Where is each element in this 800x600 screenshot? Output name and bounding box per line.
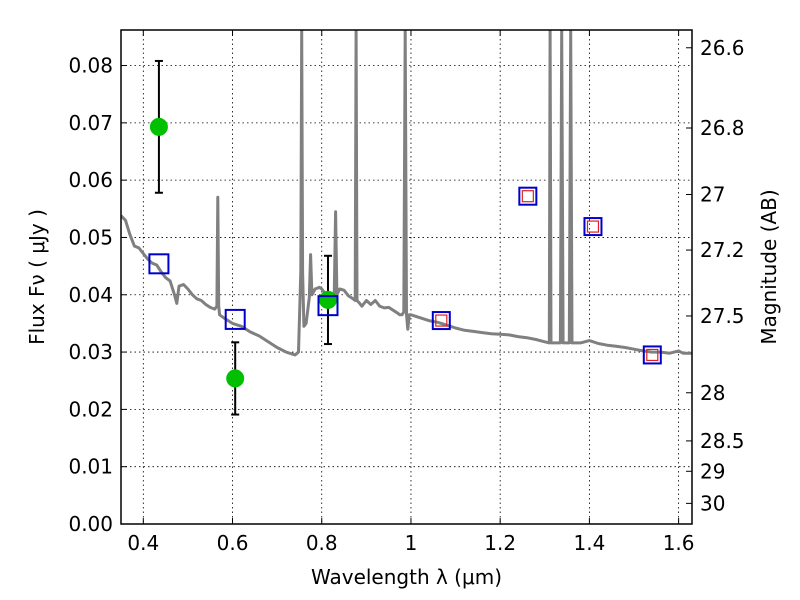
model-flux-marker-inner	[646, 348, 659, 362]
x-tick-label: 1.6	[663, 531, 695, 555]
model-flux-marker	[317, 295, 339, 317]
x-tick-label: 0.4	[127, 531, 159, 555]
model-flux-marker-outer	[518, 186, 538, 206]
y2-tick-label: 26.8	[700, 116, 745, 140]
model-flux-marker-outer	[642, 345, 662, 365]
observed-flux-point	[226, 369, 245, 388]
y2-tick-label: 26.6	[700, 36, 745, 60]
model-flux-marker-outer	[431, 311, 451, 331]
y-tick-label: 0.00	[68, 512, 113, 536]
x-tick-label: 0.8	[306, 531, 338, 555]
y-axis-label: Flux Fν ( μJy )	[25, 209, 49, 345]
y-tick-label: 0.04	[68, 283, 113, 307]
y2-tick-label: 27.5	[700, 304, 745, 328]
observed-flux-point	[149, 117, 168, 136]
y2-tick-label: 29	[700, 459, 725, 483]
y2-tick-label: 27	[700, 182, 725, 206]
plot-frame	[120, 29, 693, 525]
y-tick-label: 0.05	[68, 225, 113, 249]
x-tick-label: 1.4	[573, 531, 605, 555]
y-tick-label: 0.06	[68, 168, 113, 192]
y2-axis-label: Magnitude (AB)	[757, 189, 781, 344]
plot-series	[121, 30, 692, 416]
y-tick-label: 0.07	[68, 111, 113, 135]
y-tick-label: 0.02	[68, 397, 113, 421]
y-tick-label: 0.01	[68, 455, 113, 479]
y2-tick-label: 28	[700, 381, 725, 405]
model-flux-marker-inner	[586, 220, 600, 233]
x-tick-label: 1.2	[484, 531, 516, 555]
model-flux-marker	[148, 253, 170, 275]
y2-tick-label: 30	[700, 491, 725, 515]
x-tick-label: 0.6	[217, 531, 249, 555]
y2-tick-label: 27.2	[700, 238, 745, 262]
y2-tick-label: 28.5	[700, 429, 745, 453]
model-flux-marker-inner	[521, 190, 534, 203]
model-flux-marker-inner	[435, 314, 448, 327]
x-axis-label: Wavelength λ (μm)	[311, 565, 502, 589]
observed-flux-point	[318, 290, 337, 309]
y-tick-label: 0.03	[68, 340, 113, 364]
x-tick-label: 1	[405, 531, 418, 555]
y-tick-label: 0.08	[68, 54, 113, 78]
axis-ticks: 0.4 0.6 0.8 1 1.2 1.4 1.6 0.00 0.01 0.02 0.03 0.04 0…	[68, 30, 745, 555]
model-flux-marker-outer	[583, 217, 603, 237]
template-spectrum-line	[121, 30, 692, 357]
model-flux-marker	[224, 308, 246, 330]
